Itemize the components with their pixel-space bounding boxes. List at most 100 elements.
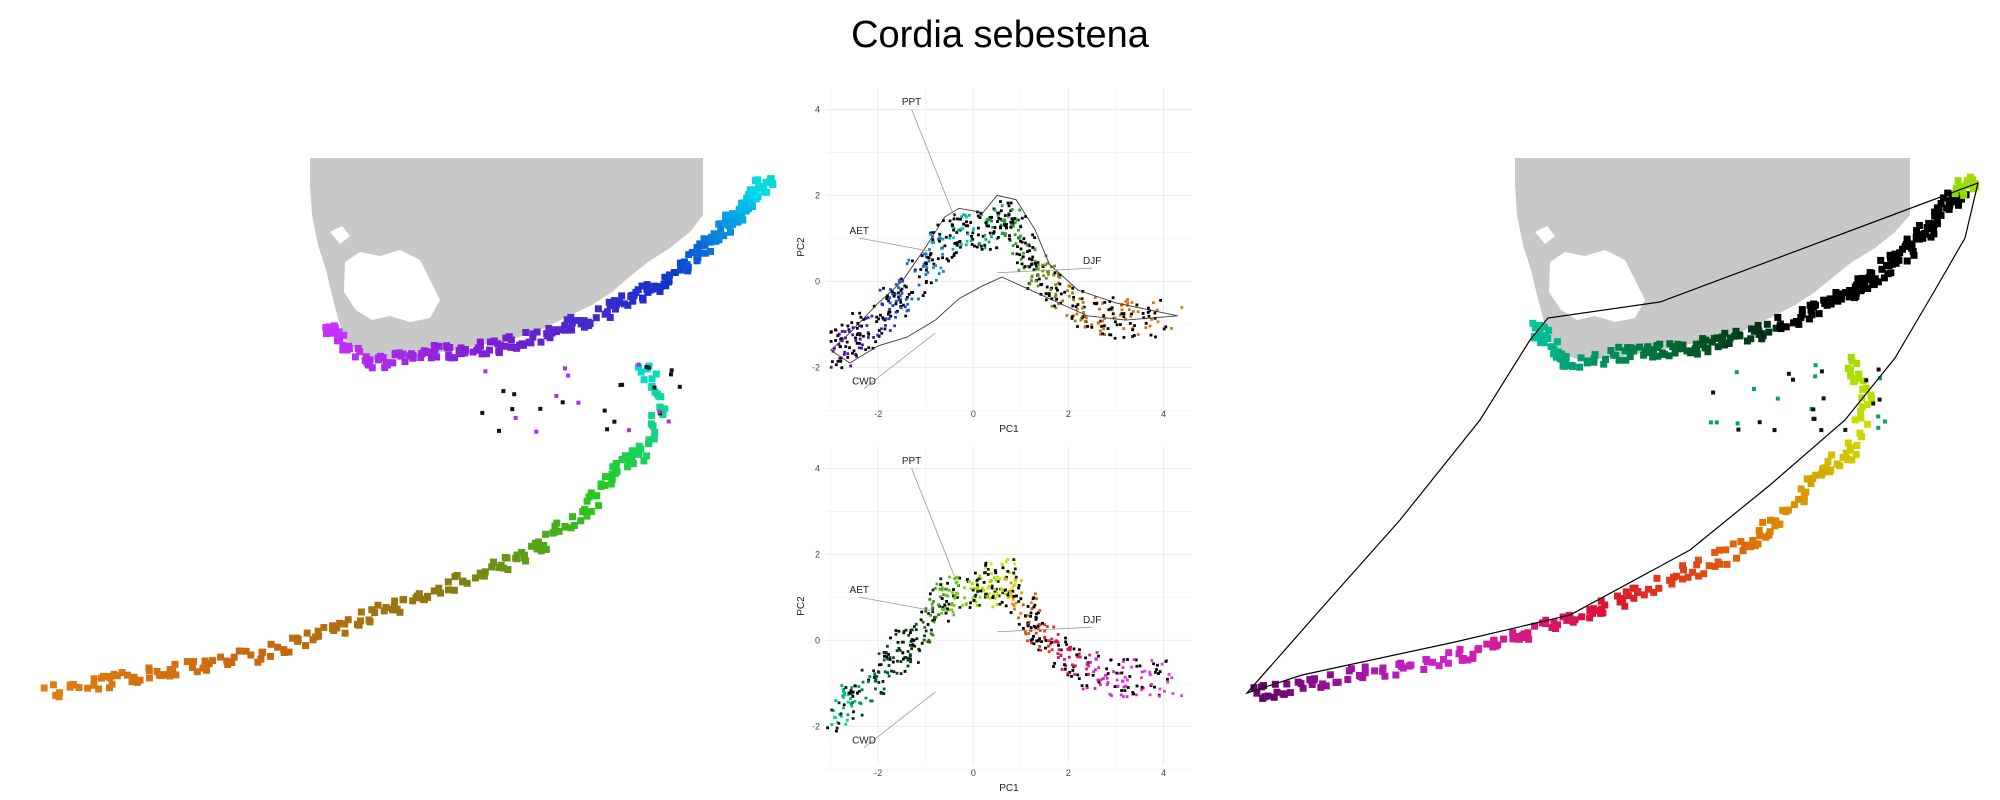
scatter-point [1071, 663, 1074, 667]
map-cell [285, 648, 293, 656]
scatter-point [987, 592, 991, 596]
map-cell [1542, 620, 1549, 627]
scatter-point [858, 311, 862, 315]
map-cell [1933, 220, 1941, 228]
scatter-point [997, 236, 1000, 239]
scatter-point [1140, 676, 1143, 680]
y-tick-label: -2 [812, 362, 820, 372]
scatter-point [927, 612, 930, 615]
right-map-panel [1245, 158, 1980, 702]
scatter-point [833, 347, 836, 350]
map-cell [242, 647, 250, 655]
scatter-point [917, 283, 921, 287]
map-cell [1930, 230, 1938, 238]
scatter-point [1131, 328, 1134, 332]
scatter-point [1063, 658, 1066, 661]
map-cell [374, 356, 382, 364]
map-cell [1630, 594, 1638, 602]
scatter-point [924, 609, 928, 613]
scatter-point [1013, 221, 1017, 225]
map-cell [1697, 340, 1704, 348]
scatter-point [870, 699, 874, 703]
map-cell [636, 362, 641, 367]
scatter-point [944, 611, 948, 615]
scatter-point [856, 691, 859, 695]
map-cell [451, 354, 459, 362]
scatter-point [1026, 639, 1029, 643]
map-cell [444, 578, 452, 586]
scatter-point [965, 215, 968, 219]
scatter-point [990, 572, 993, 575]
scatter-point [1099, 332, 1102, 336]
scatter-point [840, 684, 844, 687]
scatter-point [987, 584, 991, 588]
scatter-point [1007, 204, 1011, 208]
scatter-point [879, 690, 883, 694]
map-cell [326, 323, 334, 331]
map-cell [335, 328, 343, 336]
scatter-point [834, 699, 838, 702]
map-cell [566, 373, 571, 378]
map-cell [1853, 442, 1861, 449]
map-cell [1775, 396, 1780, 401]
scatter-point [1006, 596, 1010, 599]
scatter-point [1075, 307, 1079, 311]
scatter-point [867, 332, 871, 336]
scatter-point [953, 242, 957, 245]
scatter-point [1059, 301, 1063, 305]
map-cell [671, 269, 679, 276]
map-cell [166, 672, 174, 680]
scatter-point [868, 675, 872, 678]
scatter-point [1017, 622, 1021, 626]
map-cell [1455, 650, 1463, 658]
map-cell [1772, 324, 1780, 332]
scatter-point [905, 262, 909, 265]
map-cell [608, 476, 616, 484]
map-cell [1601, 601, 1609, 609]
scatter-point [1017, 600, 1021, 603]
scatter-point [924, 607, 928, 610]
scatter-point [1035, 264, 1038, 268]
scatter-point [929, 632, 933, 636]
map-cell [720, 232, 728, 240]
scatter-point [1150, 682, 1153, 686]
map-cell [743, 198, 751, 206]
scatter-point [959, 245, 962, 249]
scatter-point [956, 596, 959, 599]
scatter-point [902, 631, 906, 635]
scatter-point [1180, 694, 1183, 697]
map-cell [1790, 501, 1798, 509]
map-cell [424, 592, 431, 600]
map-cell [554, 393, 559, 398]
scatter-point [1170, 676, 1174, 680]
map-cell [1332, 679, 1340, 686]
scatter-point [884, 317, 888, 321]
scatter-point [964, 224, 968, 228]
scatter-point [875, 315, 879, 319]
scatter-point [928, 640, 932, 644]
map-cell [1861, 281, 1869, 289]
mangrove-islands-left [330, 226, 440, 322]
scatter-point [1009, 223, 1013, 227]
map-cell [1586, 607, 1594, 615]
scatter-point [897, 647, 901, 650]
map-cell [1702, 336, 1710, 344]
scatter-point [990, 586, 994, 590]
scatter-point [880, 331, 884, 335]
vector-label: PPT [902, 97, 921, 108]
scatter-point [835, 729, 838, 733]
map-cell [106, 674, 114, 682]
map-cell [336, 619, 344, 627]
map-cell [1751, 387, 1756, 391]
scatter-point [929, 281, 933, 285]
scatter-point [834, 339, 837, 342]
map-cell [1847, 372, 1855, 380]
scatter-point [840, 366, 844, 370]
map-cell [483, 369, 488, 374]
map-cell [1726, 334, 1734, 342]
scatter-point [1079, 318, 1083, 322]
map-cell [1317, 683, 1325, 691]
map-cell [1790, 319, 1797, 327]
vector-label: AET [850, 585, 869, 596]
map-cell [579, 508, 587, 516]
